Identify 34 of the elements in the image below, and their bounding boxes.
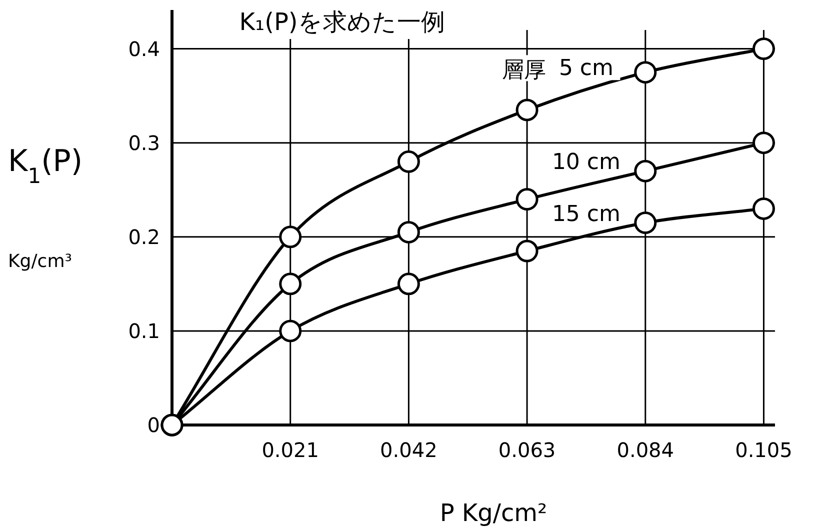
- point: [634, 212, 657, 234]
- y-axis-title: K$_{1}$(P): [8, 144, 83, 188]
- point: [397, 272, 420, 296]
- series-label: 15 cm: [552, 202, 620, 227]
- point: [752, 38, 775, 60]
- series-label: 10 cm: [552, 150, 620, 176]
- y-tick-label: 0: [147, 413, 160, 437]
- x-axis-title: P Kg/cm²: [440, 499, 548, 527]
- x-tick-label: 0.063: [498, 438, 556, 462]
- point: [397, 220, 420, 244]
- y-tick-label: 0.3: [128, 130, 160, 155]
- point: [279, 320, 302, 342]
- point: [516, 98, 538, 122]
- point: [752, 197, 775, 220]
- point: [397, 150, 420, 173]
- x-tick-label: 0.021: [262, 438, 319, 462]
- chart-title: K₁(P)を求めた一例: [239, 8, 445, 36]
- y-tick-label: 0.1: [128, 318, 160, 343]
- y-tick-label: 0.4: [128, 36, 160, 61]
- point: [279, 272, 302, 296]
- x-tick-label: 0.105: [735, 438, 792, 462]
- y-tick-label: 0.2: [128, 224, 160, 249]
- y2-axis-title: Kg/cm³: [8, 250, 72, 272]
- point: [752, 132, 775, 154]
- point: [160, 414, 184, 436]
- point: [634, 61, 657, 84]
- point: [279, 226, 302, 248]
- series-label: 5 cm: [558, 56, 614, 82]
- annotation: 層厚: [502, 58, 546, 84]
- point: [634, 160, 657, 182]
- x-tick-label: 0.042: [380, 438, 438, 462]
- point: [516, 240, 538, 262]
- point: [516, 188, 538, 211]
- x-tick-label: 0.084: [616, 438, 674, 462]
